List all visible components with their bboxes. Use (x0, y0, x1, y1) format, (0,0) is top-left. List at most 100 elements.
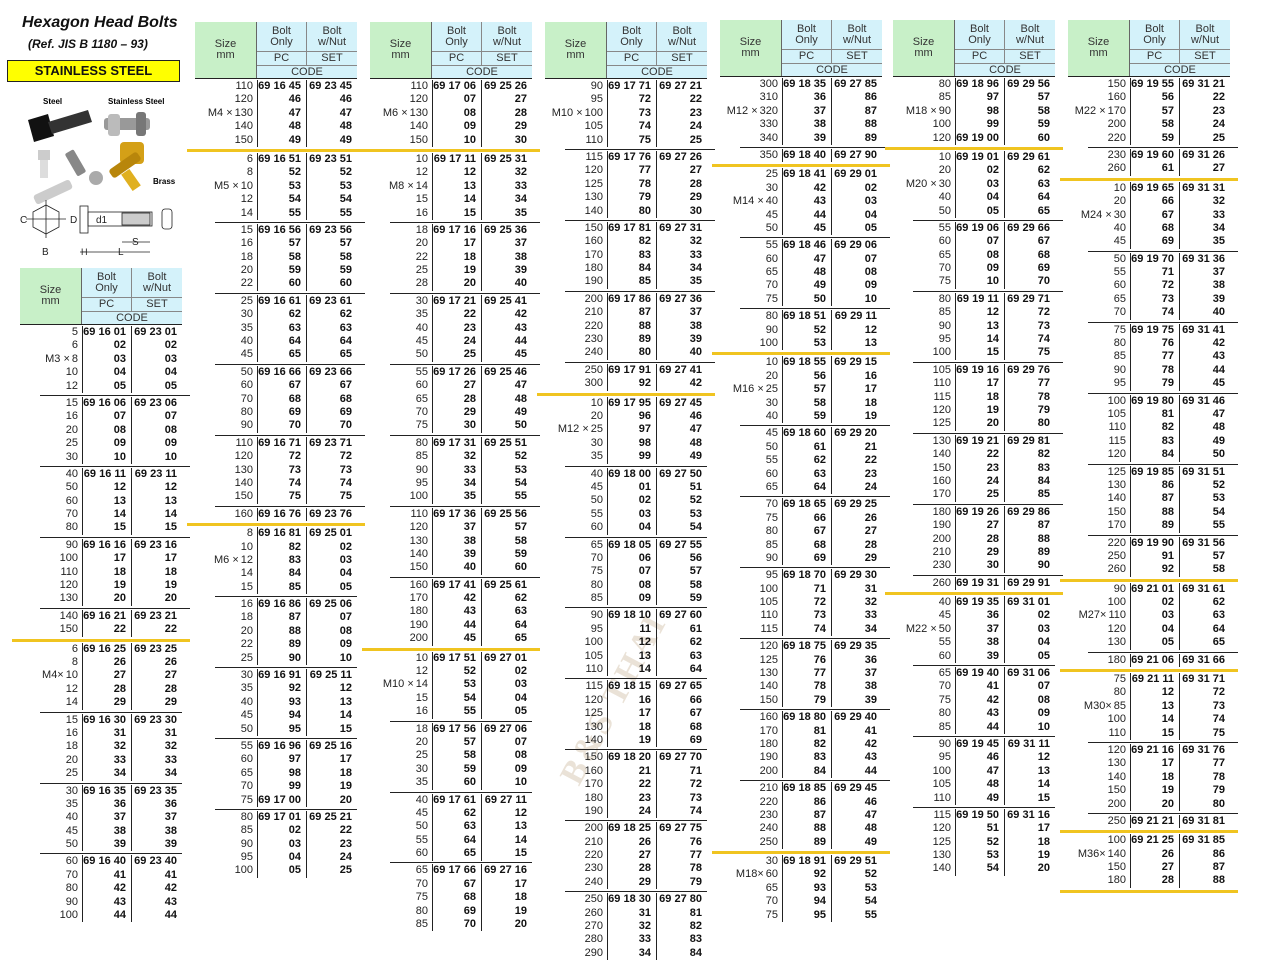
table-row[interactable]: 240 88 48 (720, 822, 890, 836)
table-row[interactable]: 130 53 19 (893, 849, 1055, 863)
table-row[interactable]: 170 42 62 (370, 592, 540, 606)
table-row[interactable]: 150 69 17 81 69 27 31 (545, 221, 715, 236)
table-row[interactable]: 140 09 29 (370, 120, 540, 134)
table-row[interactable]: 60 04 54 (545, 521, 707, 535)
table-row[interactable]: M10 × 100 73 23 (545, 106, 715, 121)
table-row[interactable]: 50 39 39 (20, 838, 182, 852)
table-row[interactable]: 110 17 77 (893, 377, 1063, 391)
table-row[interactable]: M14 × 40 43 03 (720, 195, 890, 209)
table-row[interactable]: M6 × 130 08 28 (370, 106, 540, 121)
table-row[interactable]: 10 04 04 (20, 366, 190, 380)
table-row[interactable]: 45 65 65 (195, 348, 365, 362)
table-row[interactable]: 170 22 72 (545, 778, 707, 792)
table-row[interactable]: 60 67 67 (195, 379, 365, 393)
table-row[interactable]: 110 82 48 (1068, 421, 1238, 435)
table-row[interactable]: 70 09 69 (893, 262, 1063, 276)
table-row[interactable]: 85 70 20 (370, 918, 532, 932)
table-row[interactable]: 110 69 16 71 69 23 71 (195, 436, 365, 451)
table-row[interactable]: 20 88 08 (195, 624, 357, 639)
table-row[interactable]: 230 87 47 (720, 808, 890, 823)
table-row[interactable]: 180 69 19 26 69 29 86 (893, 505, 1063, 520)
table-row[interactable]: 95 14 74 (893, 333, 1063, 347)
table-row[interactable]: 130 17 77 (1068, 757, 1238, 771)
table-row[interactable]: 160 69 16 76 69 23 76 (195, 507, 365, 522)
table-row[interactable]: M10 × 14 53 03 (370, 678, 532, 692)
table-row[interactable]: 100 35 55 (370, 490, 540, 504)
table-row[interactable]: 45 38 38 (20, 824, 182, 839)
table-row[interactable]: 55 69 16 96 69 25 16 (195, 739, 357, 754)
table-row[interactable]: 70 67 17 (370, 877, 532, 892)
table-row[interactable]: 18 32 32 (20, 740, 182, 754)
table-row[interactable]: 330 38 88 (720, 118, 890, 132)
table-row[interactable]: 65 28 48 (370, 392, 540, 406)
table-row[interactable]: 75 69 19 75 69 31 41 (1068, 323, 1238, 338)
table-row[interactable]: 18 69 17 56 69 27 06 (370, 722, 532, 736)
table-row[interactable]: 115 74 34 (720, 622, 890, 637)
table-row[interactable]: 150 49 49 (195, 133, 365, 147)
table-row[interactable]: 70 29 49 (370, 405, 540, 420)
table-row[interactable]: 260 61 27 (1068, 162, 1238, 176)
table-row[interactable]: 90 03 23 (195, 837, 357, 852)
table-row[interactable]: 50 69 16 66 69 23 66 (195, 365, 365, 380)
table-row[interactable]: 80 69 19 11 69 29 71 (893, 292, 1063, 307)
table-row[interactable]: 120 04 64 (1068, 622, 1238, 637)
table-row[interactable]: M18× 60 92 52 (720, 868, 882, 882)
table-row[interactable]: 40 93 13 (195, 695, 357, 710)
table-row[interactable]: 180 28 88 (1068, 874, 1238, 888)
table-row[interactable]: 170 89 55 (1068, 519, 1238, 533)
table-row[interactable]: 25 58 08 (370, 749, 532, 763)
table-row[interactable]: 5 69 16 01 69 23 01 (20, 326, 190, 340)
table-row[interactable]: 60 07 67 (893, 235, 1063, 249)
table-row[interactable]: 90 69 29 (720, 551, 890, 566)
table-row[interactable]: 105 69 19 16 69 29 76 (893, 363, 1063, 378)
table-row[interactable]: 130 05 65 (1068, 636, 1238, 650)
table-row[interactable]: 140 19 69 (545, 733, 707, 748)
table-row[interactable]: 12 28 28 (20, 682, 182, 697)
table-row[interactable]: 110 69 17 36 69 25 56 (370, 507, 540, 522)
table-row[interactable]: 30 10 10 (20, 450, 190, 464)
table-row[interactable]: 20 17 37 (370, 237, 540, 251)
table-row[interactable]: 16 15 35 (370, 206, 540, 220)
table-row[interactable]: 130 73 73 (195, 463, 365, 477)
table-row[interactable]: M5 × 10 53 53 (195, 179, 365, 194)
table-row[interactable]: M30× 85 13 73 (1068, 699, 1238, 714)
table-row[interactable]: 125 20 80 (893, 417, 1063, 431)
table-row[interactable]: 90 69 18 10 69 27 60 (545, 609, 707, 623)
table-row[interactable]: 70 74 40 (1068, 306, 1238, 320)
table-row[interactable]: 12 05 05 (20, 379, 190, 393)
table-row[interactable]: 240 29 79 (545, 875, 707, 890)
table-row[interactable]: 110 69 17 06 69 25 26 (370, 80, 540, 94)
table-row[interactable]: 15 69 16 56 69 23 56 (195, 223, 365, 238)
table-row[interactable]: 80 15 15 (20, 521, 190, 535)
table-row[interactable]: 190 24 74 (545, 804, 707, 819)
table-row[interactable]: 90 52 12 (720, 323, 890, 338)
table-row[interactable]: 230 28 78 (545, 862, 707, 876)
table-row[interactable]: M6 × 12 83 03 (195, 553, 357, 568)
table-row[interactable]: 65 69 18 05 69 27 55 (545, 538, 707, 552)
table-row[interactable]: 170 25 85 (893, 488, 1063, 502)
table-row[interactable]: 90 13 73 (893, 319, 1063, 334)
table-row[interactable]: 90 78 44 (1068, 363, 1238, 378)
table-row[interactable]: 60 63 23 (720, 467, 890, 481)
table-row[interactable]: 115 69 18 15 69 27 65 (545, 680, 707, 694)
table-row[interactable]: 40 69 19 35 69 31 01 (893, 596, 1055, 610)
table-row[interactable]: 120 16 66 (545, 693, 707, 708)
table-row[interactable]: 90 69 19 45 69 31 11 (893, 737, 1055, 752)
table-row[interactable]: 25 69 18 41 69 29 01 (720, 168, 890, 182)
table-row[interactable]: 10 69 17 51 69 27 01 (370, 651, 532, 666)
table-row[interactable]: 40 23 43 (370, 321, 540, 336)
table-row[interactable]: 75 68 18 (370, 891, 532, 905)
table-row[interactable]: 40 04 64 (893, 191, 1063, 205)
table-row[interactable]: 75 10 70 (893, 275, 1063, 289)
table-row[interactable]: 50 95 15 (195, 722, 357, 736)
table-row[interactable]: 260 31 81 (545, 906, 707, 921)
table-row[interactable]: 20 57 07 (370, 735, 532, 750)
table-row[interactable]: 30 58 18 (720, 396, 890, 410)
table-row[interactable]: 80 76 42 (1068, 337, 1238, 351)
table-row[interactable]: 70 41 07 (893, 680, 1055, 694)
table-row[interactable]: 50 25 45 (370, 348, 540, 362)
table-row[interactable]: 140 80 30 (545, 204, 715, 218)
table-row[interactable]: 220 69 19 90 69 31 56 (1068, 536, 1238, 550)
table-row[interactable]: 120 72 72 (195, 450, 365, 464)
table-row[interactable]: 280 33 83 (545, 933, 707, 947)
